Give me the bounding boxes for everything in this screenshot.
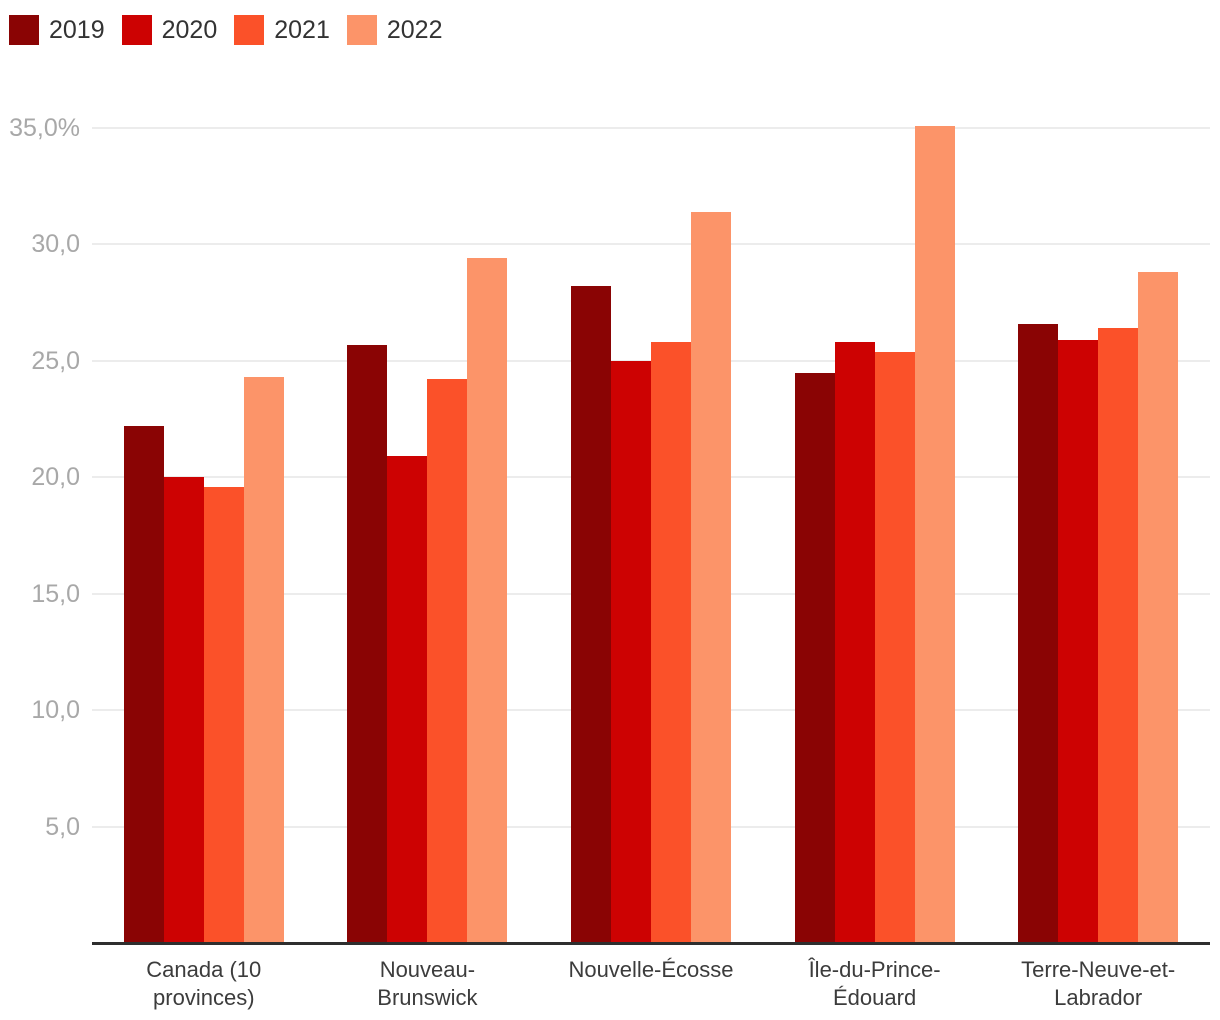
legend-label: 2020 xyxy=(161,16,218,44)
legend-swatch-2021 xyxy=(234,15,265,45)
x-category-label-line: Nouvelle-Écosse xyxy=(568,957,734,982)
gridline-y-30 xyxy=(92,243,1210,246)
gridline-y-35 xyxy=(92,127,1210,129)
bar-2021-group1 xyxy=(427,379,468,943)
y-axis-tick-label: 15,0 xyxy=(31,579,80,608)
legend-item-2019: 2019 xyxy=(9,15,105,45)
legend-item-2022: 2022 xyxy=(346,15,443,45)
x-category-label-line: Brunswick xyxy=(377,985,478,1010)
x-category-label-line: Labrador xyxy=(1054,985,1143,1010)
bar-2019-group4 xyxy=(1018,323,1059,943)
x-category-label-line: Île-du-Prince- xyxy=(808,957,941,982)
bar-2021-group4 xyxy=(1098,328,1139,943)
x-category-label-group2: Nouvelle-Écosse xyxy=(531,956,771,984)
y-axis-tick-label: 25,0 xyxy=(31,346,80,375)
bar-2019-group1 xyxy=(347,344,388,943)
x-category-label-group1: Nouveau- Brunswick xyxy=(307,956,547,1012)
y-axis-tick-label: 10,0 xyxy=(31,696,80,725)
legend-item-2020: 2020 xyxy=(121,15,218,45)
x-category-label-line: Édouard xyxy=(833,985,917,1010)
x-category-label-group0: Canada (10 provinces) xyxy=(84,956,324,1012)
bar-2022-group3 xyxy=(914,125,955,943)
bar-2020-group1 xyxy=(387,456,428,943)
legend-label: 2019 xyxy=(49,16,105,44)
bar-2021-group0 xyxy=(203,486,244,943)
bar-2022-group0 xyxy=(243,377,284,943)
legend-label: 2021 xyxy=(274,16,330,44)
bar-2021-group2 xyxy=(651,342,691,943)
x-category-label-line: Terre-Neuve-et- xyxy=(1021,957,1176,982)
bar-2020-group4 xyxy=(1058,339,1099,943)
bar-2022-group2 xyxy=(691,211,731,943)
bar-2020-group3 xyxy=(834,342,875,943)
x-category-label-line: Canada (10 xyxy=(146,957,262,982)
bar-2019-group2 xyxy=(571,286,611,943)
y-axis-tick-label: 30,0 xyxy=(31,230,80,259)
legend-swatch-2019 xyxy=(9,15,39,45)
bar-2022-group4 xyxy=(1138,272,1179,943)
legend-item-2021: 2021 xyxy=(234,15,330,45)
legend-swatch-2022 xyxy=(346,15,377,45)
y-axis-tick-label: 20,0 xyxy=(31,463,80,492)
x-axis-line xyxy=(92,942,1210,945)
x-category-label-group4: Terre-Neuve-et- Labrador xyxy=(978,956,1218,1012)
legend-swatch-2020 xyxy=(121,15,152,45)
bar-2022-group1 xyxy=(467,258,508,943)
x-category-label-line: provinces) xyxy=(153,985,255,1010)
bar-2019-group0 xyxy=(123,426,164,943)
chart-legend: 2019 2020 2021 2022 xyxy=(9,15,443,45)
bar-2019-group3 xyxy=(794,372,835,943)
y-axis-tick-label: 5,0 xyxy=(45,812,80,841)
bar-2020-group0 xyxy=(163,477,204,943)
x-category-label-group3: Île-du-Prince- Édouard xyxy=(755,956,995,1012)
bar-2021-group3 xyxy=(874,351,915,943)
legend-label: 2022 xyxy=(386,16,443,44)
bar-2020-group2 xyxy=(611,360,651,943)
x-category-label-line: Nouveau- xyxy=(379,957,476,982)
y-axis-tick-label: 35,0% xyxy=(9,114,80,142)
